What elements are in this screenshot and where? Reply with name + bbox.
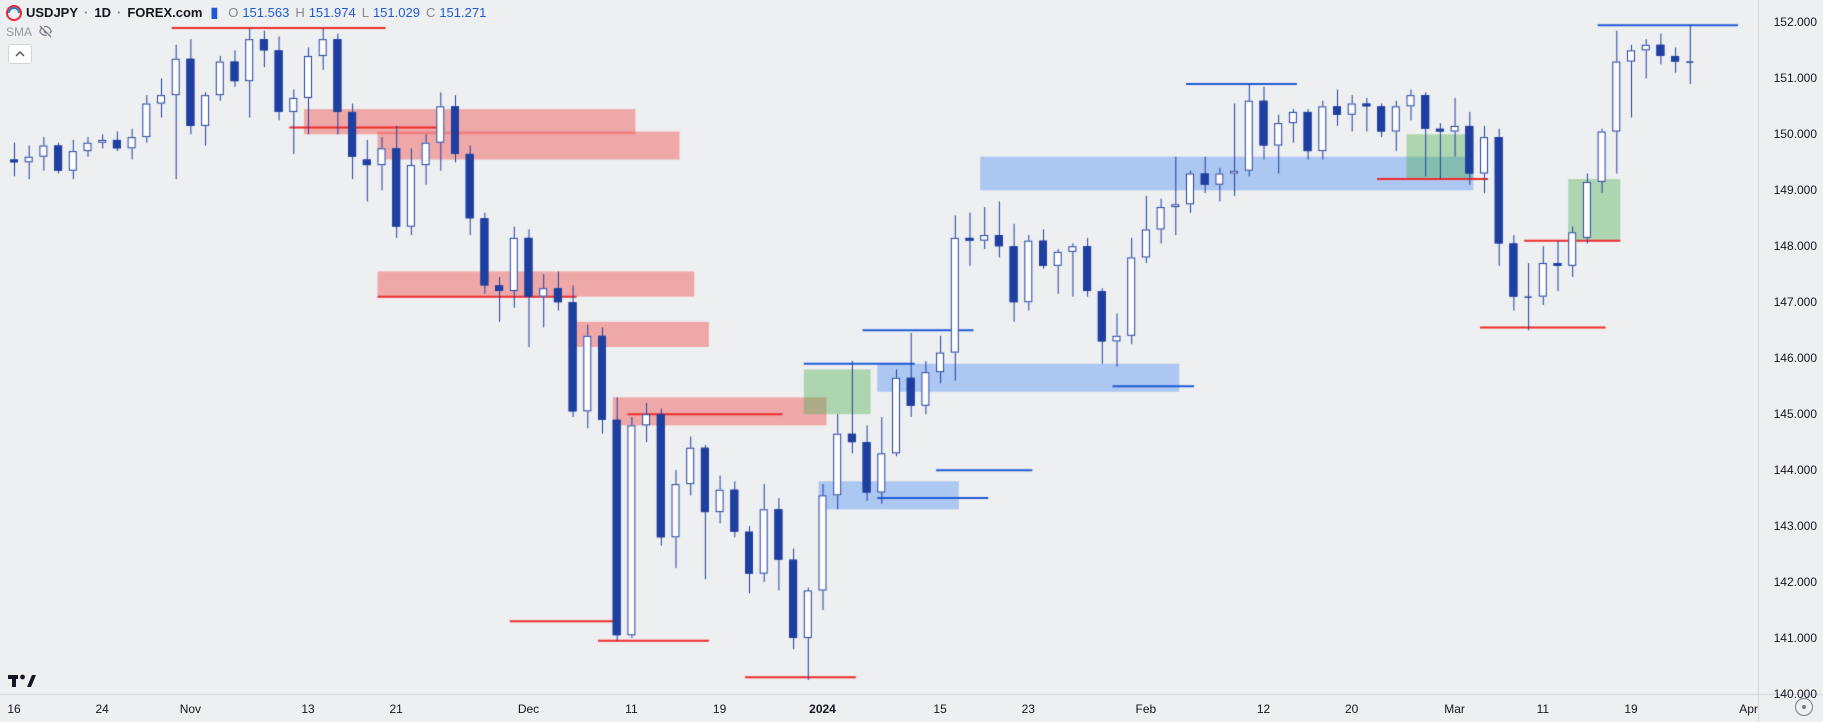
ohlc-h-value: 151.974 <box>309 5 356 20</box>
collapse-legend-button[interactable] <box>8 44 32 64</box>
ohlc-c-value: 151.271 <box>439 5 486 20</box>
provider-name[interactable]: FOREX.com <box>127 5 202 20</box>
provider-logo-icon <box>6 5 22 21</box>
ohlc-h-label: H <box>295 5 304 20</box>
candlestick-chart[interactable] <box>0 0 1823 722</box>
x-axis-tick: 11 <box>625 702 637 716</box>
indicator-name: SMA <box>6 25 32 39</box>
y-axis-tick: 151.000 <box>1774 71 1817 85</box>
y-axis-tick: 143.000 <box>1774 519 1817 533</box>
symbol-name[interactable]: USDJPY <box>26 5 78 20</box>
x-axis-tick: 21 <box>390 702 403 716</box>
eye-off-icon[interactable] <box>38 24 53 39</box>
x-axis-tick: Dec <box>518 702 539 716</box>
chart-container[interactable]: USDJPY · 1D · FOREX.com ▮ O 151.563 H 151.… <box>0 0 1823 722</box>
tradingview-logo-icon <box>8 671 36 692</box>
ohlc-o-value: 151.563 <box>242 5 289 20</box>
y-axis-tick: 146.000 <box>1774 351 1817 365</box>
y-axis-tick: 149.000 <box>1774 183 1817 197</box>
x-axis-tick: 19 <box>713 702 726 716</box>
x-axis-tick: Apr <box>1739 702 1758 716</box>
ohlc-l-label: L <box>362 5 369 20</box>
ohlc-o-label: O <box>228 5 238 20</box>
x-axis-tick: Nov <box>180 702 201 716</box>
x-axis-tick: Mar <box>1444 702 1465 716</box>
ohlc-l-value: 151.029 <box>373 5 420 20</box>
interval-label[interactable]: 1D <box>94 5 111 20</box>
x-axis-tick: 13 <box>301 702 314 716</box>
y-axis-tick: 148.000 <box>1774 239 1817 253</box>
y-axis-tick: 141.000 <box>1774 631 1817 645</box>
x-axis-tick: 19 <box>1624 702 1637 716</box>
y-axis-tick: 145.000 <box>1774 407 1817 421</box>
y-axis-tick: 147.000 <box>1774 295 1817 309</box>
x-axis-tick: Feb <box>1136 702 1157 716</box>
chart-header: USDJPY · 1D · FOREX.com ▮ O 151.563 H 151.… <box>6 4 486 21</box>
x-axis-tick: 16 <box>7 702 20 716</box>
separator-dot: · <box>84 5 88 20</box>
y-axis-tick: 152.000 <box>1774 15 1817 29</box>
y-axis-tick: 144.000 <box>1774 463 1817 477</box>
x-axis-tick: 20 <box>1345 702 1358 716</box>
x-axis-tick: 24 <box>96 702 109 716</box>
indicator-row[interactable]: SMA <box>6 24 53 39</box>
candle-style-icon[interactable]: ▮ <box>210 4 218 21</box>
x-axis-tick: 2024 <box>809 702 836 716</box>
x-axis-tick: 23 <box>1022 702 1035 716</box>
x-axis-tick: 11 <box>1537 702 1549 716</box>
x-axis-tick: 15 <box>933 702 946 716</box>
y-axis-tick: 142.000 <box>1774 575 1817 589</box>
ohlc-c-label: C <box>426 5 435 20</box>
y-axis-tick: 140.000 <box>1774 687 1817 701</box>
y-axis-tick: 150.000 <box>1774 127 1817 141</box>
separator-dot: · <box>117 5 121 20</box>
x-axis-tick: 12 <box>1257 702 1270 716</box>
